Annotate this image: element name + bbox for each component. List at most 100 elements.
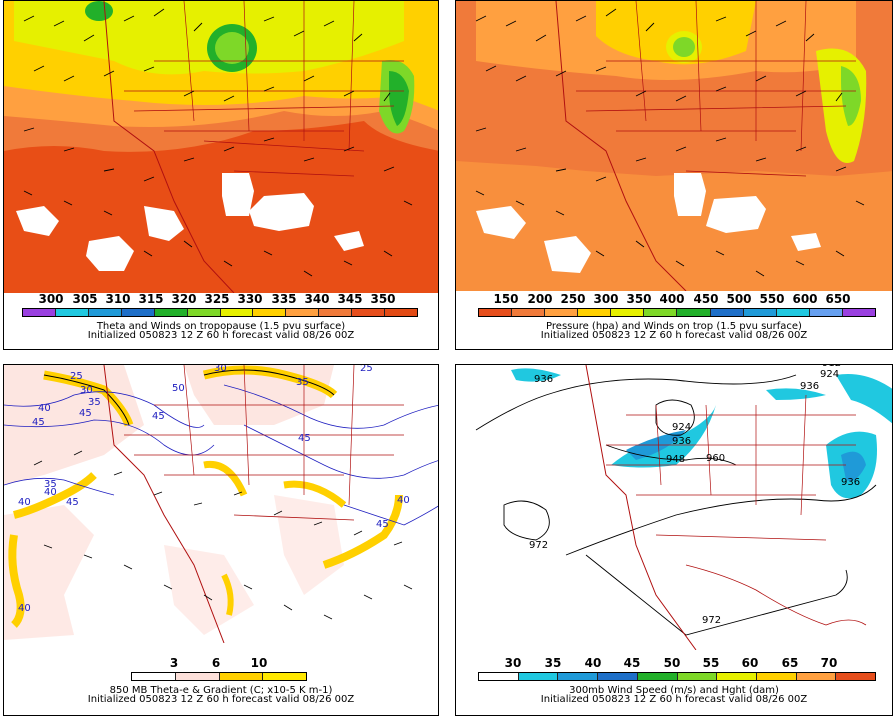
colorbar-swatch — [611, 309, 645, 316]
colorbar-tick: 40 — [584, 656, 602, 670]
colorbar-tick: 320 — [171, 292, 197, 306]
height-label: 972 — [702, 615, 721, 626]
colorbar-tick: 6 — [211, 656, 221, 670]
colorbar-tick: 35 — [544, 656, 562, 670]
map-title: 850 MB Theta-e & Gradient (C; x10-5 K m-… — [109, 685, 333, 696]
height-label: 972 — [529, 540, 548, 551]
colorbar — [478, 308, 876, 317]
contour-label: 30 — [80, 385, 93, 396]
wind-speed-map: 936 912 924 936 924 936 948 960 936 972 … — [456, 365, 892, 650]
colorbar-tick: 450 — [693, 292, 719, 306]
colorbar-swatch — [479, 309, 513, 316]
colorbar-tick: 10 — [250, 656, 268, 670]
colorbar-swatch — [776, 309, 810, 316]
colorbar-tick: 600 — [792, 292, 818, 306]
contour-label: 40 — [397, 495, 410, 506]
colorbar-tick: 3 — [169, 656, 179, 670]
panel-pressure-tropopause: 150 200 250 300 350 400 450 500 550 600 … — [455, 0, 893, 350]
colorbar-tick: 335 — [271, 292, 297, 306]
colorbar-swatch — [385, 309, 418, 316]
colorbar-swatch — [842, 309, 875, 316]
colorbar-swatch — [518, 673, 559, 680]
map-subtitle: Initialized 050823 12 Z 60 h forecast va… — [540, 330, 808, 341]
colorbar-swatch — [836, 673, 876, 680]
map-title: Pressure (hpa) and Winds on trop (1.5 pv… — [546, 321, 802, 332]
colorbar-swatch — [637, 673, 678, 680]
colorbar-swatch — [677, 673, 718, 680]
height-label: 924 — [820, 369, 839, 380]
contour-label: 40 — [18, 603, 31, 614]
contour-label: 45 — [79, 408, 92, 419]
pressure-map — [456, 1, 892, 291]
colorbar-tick: 45 — [623, 656, 641, 670]
colorbar — [22, 308, 418, 317]
colorbar-swatch — [677, 309, 711, 316]
contour-label: 45 — [66, 497, 79, 508]
colorbar-swatch — [710, 309, 744, 316]
theta-map — [4, 1, 438, 293]
height-label: 912 — [822, 365, 841, 369]
height-label: 924 — [672, 422, 691, 433]
colorbar-tick: 50 — [663, 656, 681, 670]
theta-e-map: 25 30 35 40 45 50 45 45 35 40 45 40 25 3… — [4, 365, 438, 643]
panel-300mb-wind-speed: 936 912 924 936 924 936 948 960 936 972 … — [455, 364, 893, 716]
height-label: 936 — [534, 374, 553, 385]
panel-850mb-theta-e: 25 30 35 40 45 50 45 45 35 40 45 40 25 3… — [3, 364, 439, 716]
colorbar-swatch — [88, 309, 122, 316]
colorbar-swatch — [578, 309, 612, 316]
map-subtitle: Initialized 050823 12 Z 60 h forecast va… — [540, 694, 808, 705]
colorbar-tick: 500 — [726, 292, 752, 306]
colorbar-tick: 550 — [759, 292, 785, 306]
colorbar-tick: 350 — [626, 292, 652, 306]
colorbar-tick: 315 — [138, 292, 164, 306]
colorbar-swatch — [717, 673, 757, 680]
colorbar-tick: 345 — [337, 292, 363, 306]
colorbar-swatch — [286, 309, 320, 316]
contour-label: 40 — [38, 403, 51, 414]
contour-label: 45 — [298, 433, 311, 444]
colorbar-swatch — [253, 309, 287, 316]
contour-label: 45 — [32, 417, 45, 428]
colorbar-tick: 30 — [504, 656, 522, 670]
colorbar-swatch — [796, 673, 837, 680]
colorbar-swatch — [558, 673, 599, 680]
height-label: 936 — [841, 477, 860, 488]
colorbar-tick: 60 — [741, 656, 759, 670]
contour-label: 30 — [214, 365, 227, 374]
colorbar-tick: 200 — [527, 292, 553, 306]
colorbar-swatch — [512, 309, 546, 316]
colorbar-labels: 300 305 310 315 320 325 330 335 340 345 … — [4, 292, 438, 306]
colorbar-swatch — [743, 309, 777, 316]
contour-label: 45 — [152, 411, 165, 422]
colorbar-tick: 650 — [825, 292, 851, 306]
colorbar-tick: 305 — [72, 292, 98, 306]
map-title: 300mb Wind Speed (m/s) and Hght (dam) — [569, 685, 779, 696]
height-label: 936 — [800, 381, 819, 392]
colorbar — [478, 672, 876, 681]
colorbar-swatch — [598, 673, 638, 680]
colorbar-swatch — [756, 673, 797, 680]
colorbar-swatch — [154, 309, 188, 316]
colorbar-tick: 65 — [781, 656, 799, 670]
colorbar-swatch — [219, 673, 264, 680]
height-label: 948 — [666, 454, 685, 465]
height-label: 960 — [706, 453, 725, 464]
contour-label: 35 — [88, 397, 101, 408]
contour-label: 25 — [70, 371, 83, 382]
colorbar-tick: 55 — [702, 656, 720, 670]
map-subtitle: Initialized 050823 12 Z 60 h forecast va… — [87, 694, 355, 705]
colorbar-swatch — [319, 309, 353, 316]
colorbar-swatch — [545, 309, 579, 316]
colorbar-swatch — [121, 309, 155, 316]
colorbar-swatch — [187, 309, 221, 316]
contour-label: 40 — [18, 497, 31, 508]
colorbar-tick: 250 — [560, 292, 586, 306]
colorbar-tick: 150 — [493, 292, 519, 306]
colorbar-swatch — [479, 673, 519, 680]
colorbar-swatch — [352, 309, 386, 316]
colorbar — [131, 672, 307, 681]
colorbar-tick: 300 — [38, 292, 64, 306]
colorbar-tick: 350 — [370, 292, 396, 306]
map-subtitle: Initialized 050823 12 Z 60 h forecast va… — [87, 330, 355, 341]
colorbar-swatch — [809, 309, 843, 316]
